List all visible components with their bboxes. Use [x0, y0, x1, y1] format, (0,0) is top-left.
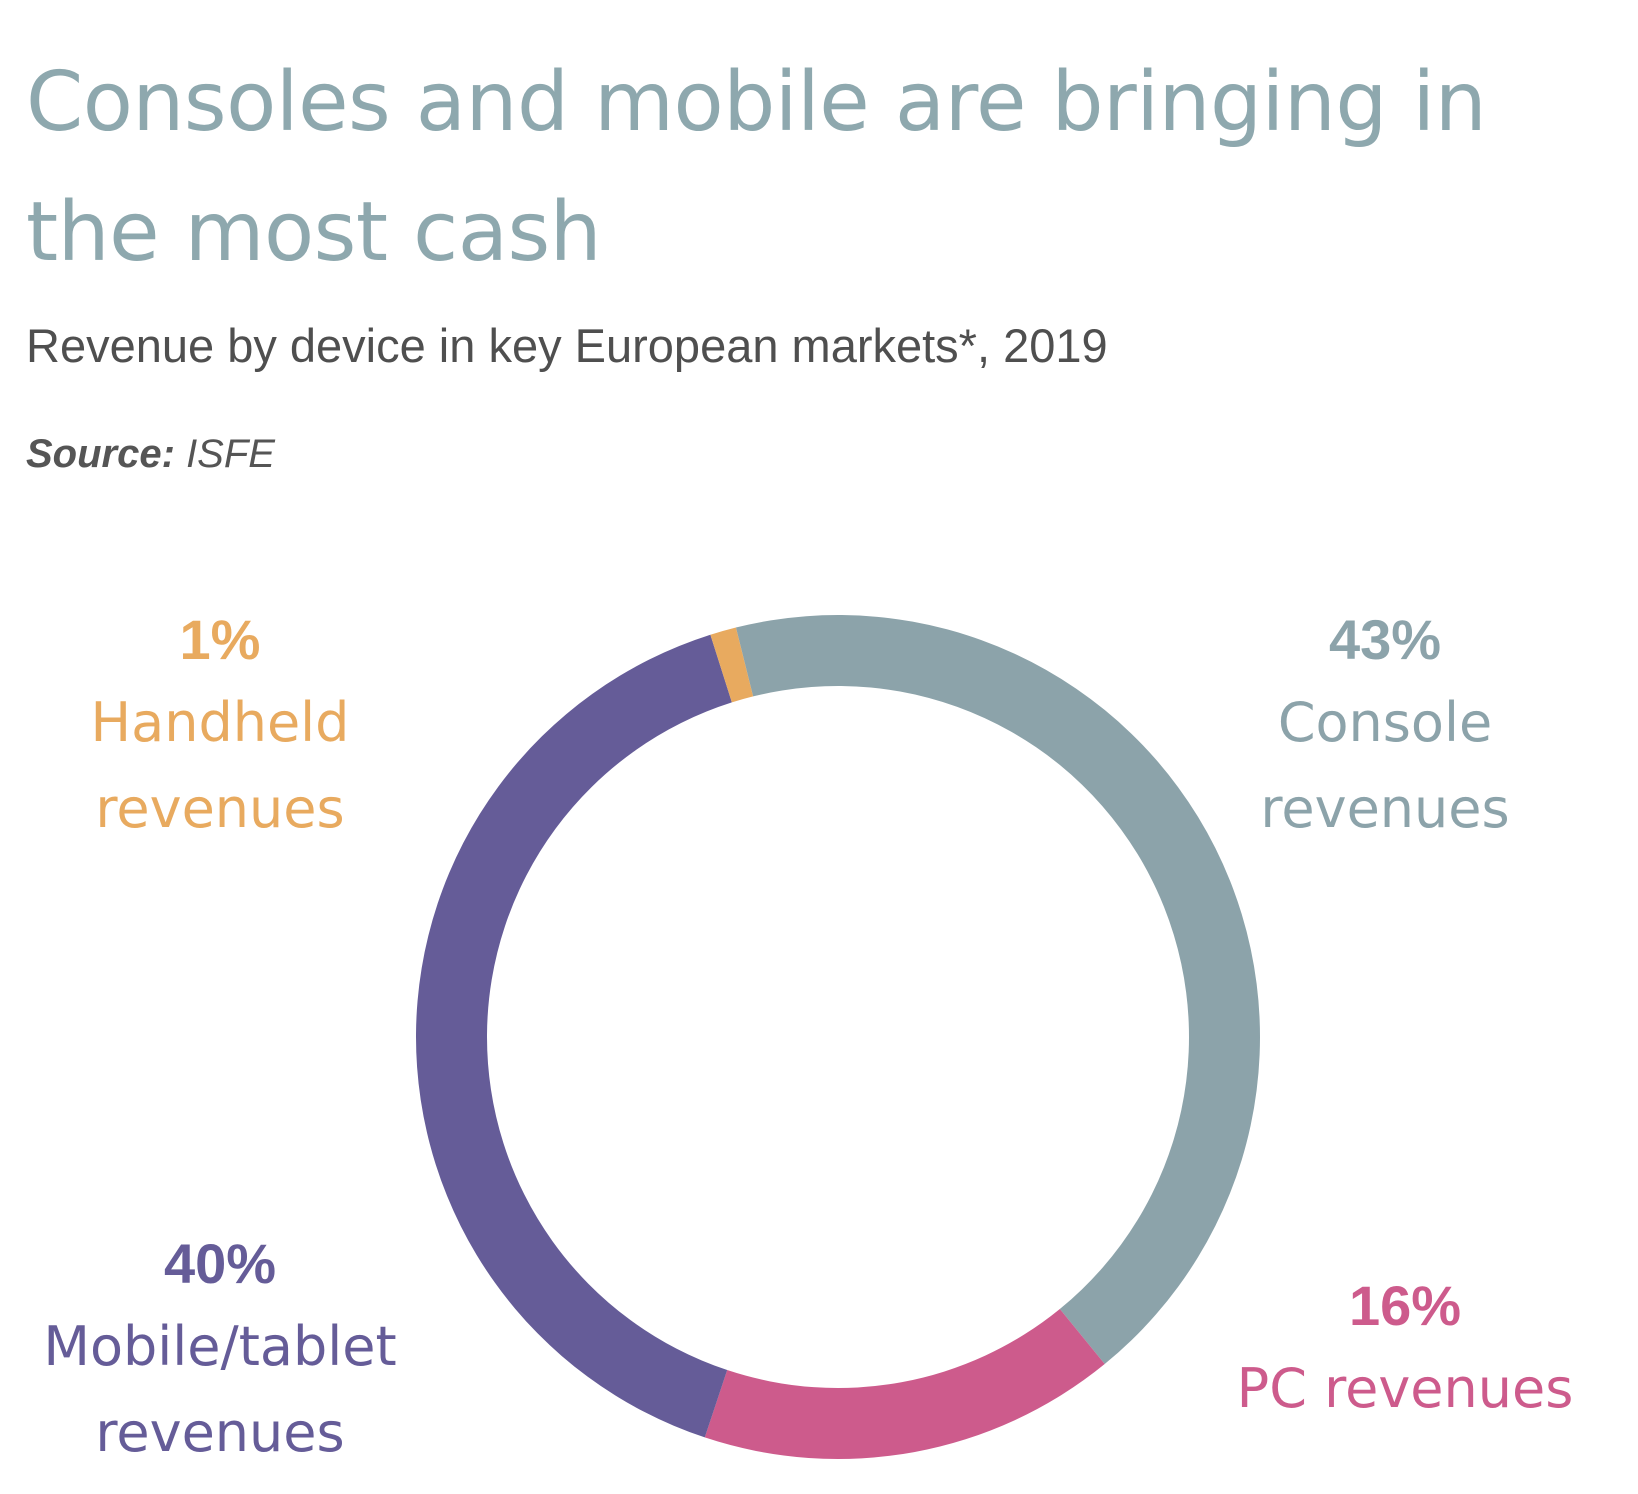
mobile-label: 40% Mobile/tablet revenues: [20, 1224, 420, 1476]
mobile-pct: 40%: [163, 1232, 277, 1295]
source-label: Source:: [26, 432, 175, 476]
source-value: ISFE: [186, 432, 275, 476]
console-name-line1: Console: [1277, 691, 1493, 754]
mobile-name-line1: Mobile/tablet: [43, 1315, 397, 1378]
chart-source: Source: ISFE: [26, 432, 275, 477]
donut-slices: [416, 615, 1260, 1459]
slice-handheld: [710, 627, 754, 703]
mobile-name-line2: revenues: [95, 1401, 345, 1464]
slice-console: [735, 615, 1260, 1365]
console-pct: 43%: [1328, 608, 1442, 671]
console-name-line2: revenues: [1260, 777, 1510, 840]
console-label: 43% Console revenues: [1235, 600, 1535, 852]
handheld-pct: 1%: [179, 608, 261, 671]
chart-subtitle: Revenue by device in key European market…: [26, 319, 1108, 372]
handheld-name-line1: Handheld: [90, 691, 350, 754]
handheld-name-line2: revenues: [95, 777, 345, 840]
slice-pc: [704, 1309, 1105, 1459]
slice-mobile: [416, 634, 732, 1438]
handheld-label: 1% Handheld revenues: [70, 600, 370, 852]
pc-pct: 16%: [1348, 1274, 1462, 1337]
pc-label: 16% PC revenues: [1215, 1266, 1595, 1432]
chart-title: Consoles and mobile are bringing in the …: [26, 55, 1487, 280]
pc-name-line1: PC revenues: [1236, 1357, 1574, 1420]
